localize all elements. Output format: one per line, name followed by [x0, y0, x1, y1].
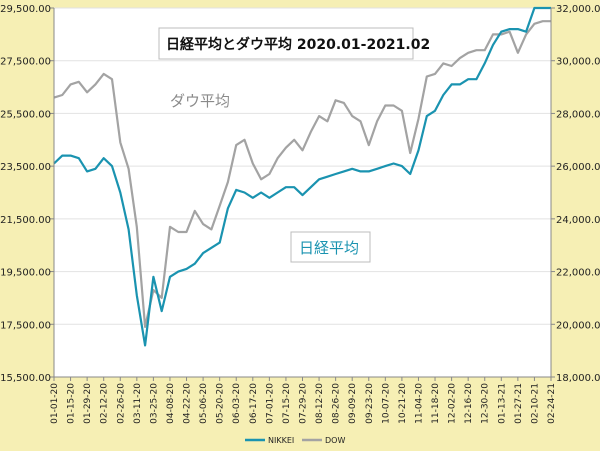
x-tick-label: 06-03-20	[232, 383, 242, 424]
left-tick-label: 17,500.00	[0, 320, 51, 331]
x-tick-label: 11-18-20	[431, 383, 441, 424]
right-tick-label: 24,000.00	[556, 215, 600, 226]
x-tick-label: 01-13-21	[497, 383, 507, 424]
dow-annotation: ダウ平均	[170, 92, 230, 110]
right-axis-ticks: 18,000.00 20,000.00 22,000.00 24,000.00 26,0…	[551, 4, 600, 384]
x-tick-label: 02-10-21	[530, 383, 540, 424]
nikkei-annotation: 日経平均	[299, 239, 359, 257]
x-tick-label: 12-02-20	[448, 383, 458, 424]
x-tick-label: 07-15-20	[282, 383, 292, 424]
left-tick-label: 27,500.00	[0, 57, 51, 68]
left-tick-label: 23,500.00	[0, 162, 51, 173]
right-tick-label: 28,000.00	[556, 109, 600, 120]
x-tick-label: 01-29-20	[83, 383, 93, 424]
x-tick-label: 03-25-20	[149, 383, 159, 424]
x-tick-label: 08-26-20	[332, 383, 342, 424]
legend: NIKKEI DOW	[245, 436, 345, 445]
x-tick-label: 01-15-20	[67, 383, 77, 424]
gridlines	[54, 7, 551, 378]
plot-area	[54, 8, 551, 377]
x-tick-label: 12-30-20	[481, 383, 491, 424]
x-tick-label: 01-27-21	[514, 383, 524, 424]
x-tick-label: 09-23-20	[365, 383, 375, 424]
x-tick-label: 05-20-20	[216, 383, 226, 424]
x-tick-label: 06-17-20	[249, 383, 259, 424]
series-line-nikkei	[53, 6, 551, 347]
x-tick-label: 09-09-20	[348, 383, 358, 424]
right-tick-label: 30,000.00	[556, 57, 600, 68]
x-tick-label: 01-01-20	[50, 383, 60, 424]
x-tick-label: 02-24-21	[547, 383, 557, 424]
right-tick-label: 26,000.00	[556, 162, 600, 173]
legend-dow-label: DOW	[325, 436, 345, 445]
x-axis-ticks: 01-01-20 01-15-20 01-29-20 02-12-20 02-26-20…	[50, 377, 557, 424]
x-tick-label: 02-26-20	[116, 383, 126, 424]
left-tick-label: 15,500.00	[0, 373, 51, 384]
right-tick-label: 22,000.00	[556, 268, 600, 279]
chart-title: 日経平均とダウ平均 2020.01-2021.02	[166, 36, 430, 53]
series-line-dow	[53, 20, 551, 328]
series-lines	[53, 6, 551, 347]
x-tick-label: 04-08-20	[166, 383, 176, 424]
left-tick-label: 19,500.00	[0, 268, 51, 279]
left-tick-label: 21,500.00	[0, 215, 51, 226]
x-tick-label: 12-16-20	[464, 383, 474, 424]
left-tick-label: 25,500.00	[0, 109, 51, 120]
right-tick-label: 32,000.00	[556, 4, 600, 15]
x-tick-label: 02-12-20	[100, 383, 110, 424]
left-axis-ticks: 15,500.00 17,500.00 19,500.00 21,500.00 23,5…	[0, 4, 54, 384]
x-tick-label: 10-07-20	[381, 383, 391, 424]
title-box	[158, 27, 414, 60]
nikkei-annotation-box	[290, 231, 371, 263]
x-tick-label: 03-11-20	[133, 383, 143, 424]
left-tick-label: 29,500.00	[0, 4, 51, 15]
x-tick-label: 10-21-20	[398, 383, 408, 424]
x-tick-label: 11-04-20	[414, 383, 424, 424]
x-tick-label: 04-22-20	[183, 383, 193, 424]
right-tick-label: 20,000.00	[556, 320, 600, 331]
right-tick-label: 18,000.00	[556, 373, 600, 384]
x-tick-label: 07-01-20	[265, 383, 275, 424]
legend-nikkei-label: NIKKEI	[268, 436, 294, 445]
x-tick-label: 08-12-20	[315, 383, 325, 424]
x-tick-label: 05-06-20	[199, 383, 209, 424]
x-tick-label: 07-29-20	[299, 383, 309, 424]
